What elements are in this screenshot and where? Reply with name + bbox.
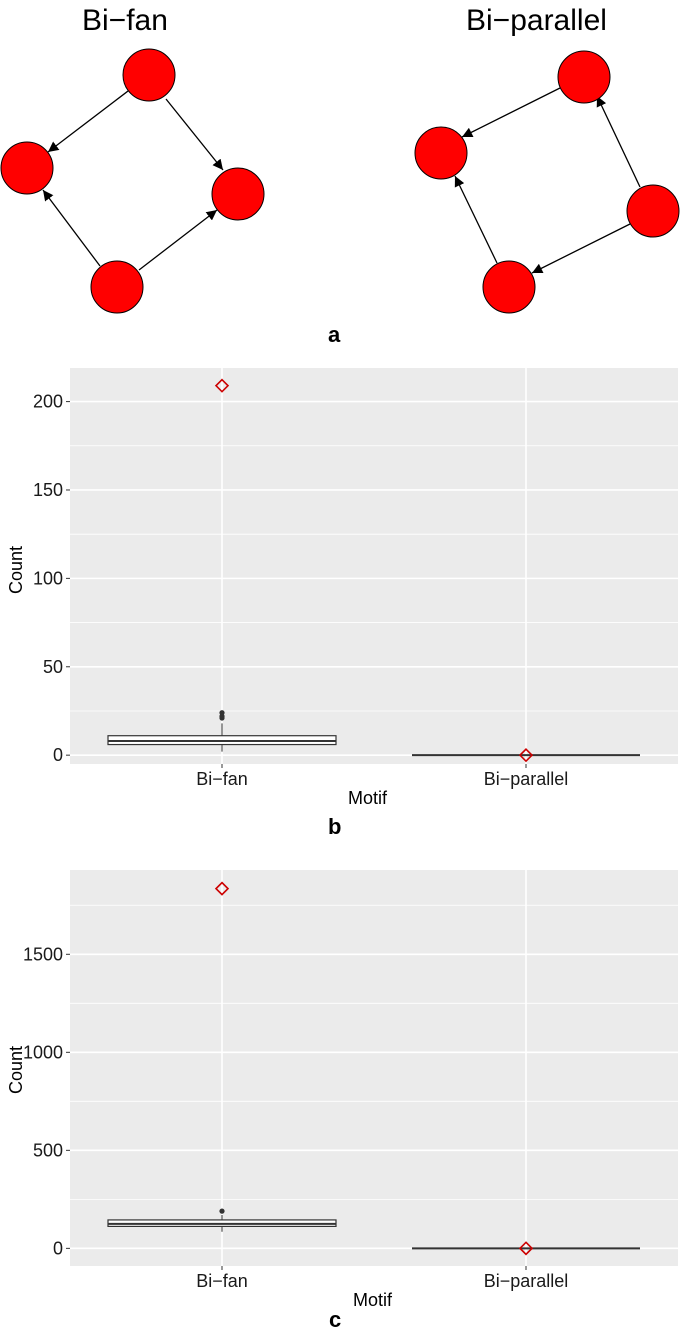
xaxis-title-c: Motif xyxy=(353,1290,393,1310)
biparallel-node-top xyxy=(557,50,611,104)
biparallel-title: Bi−parallel xyxy=(466,4,607,37)
boxplot-chart-b: 0 50 100 150 200 Bi−fan Bi−parallel xyxy=(33,368,678,789)
y-tick-label: 200 xyxy=(33,392,63,412)
y-tick-label: 100 xyxy=(33,568,63,588)
x-tick-label: Bi−fan xyxy=(196,1271,248,1291)
observed-count-marker xyxy=(518,1241,534,1256)
panel-label-c: c xyxy=(329,1307,342,1332)
observed-count-marker xyxy=(214,881,230,896)
bifan-edge-bottom-left xyxy=(42,189,101,267)
x-tick-label: Bi−parallel xyxy=(484,1271,569,1291)
bifan-node-top xyxy=(122,48,176,102)
bifan-node-left xyxy=(0,141,54,195)
yaxis-title-b: Count xyxy=(6,545,26,594)
bifan-edge-top-right xyxy=(165,98,224,171)
observed-count-marker xyxy=(518,748,534,763)
biparallel-node-left xyxy=(414,126,468,180)
yaxis-title-c: Count xyxy=(6,1045,26,1094)
observed-count-marker xyxy=(214,378,230,393)
panel-label-a: a xyxy=(328,322,341,347)
y-tick-label: 0 xyxy=(53,745,63,765)
y-tick-label: 1500 xyxy=(23,944,63,964)
biparallel-node-right xyxy=(626,184,680,238)
bifan-edge-bottom-right xyxy=(138,209,218,271)
y-tick-label: 150 xyxy=(33,480,63,500)
boxplot-chart-c: 0 500 1000 1500 Bi−fan Bi−parallel xyxy=(23,870,678,1291)
plot-panel xyxy=(70,870,678,1266)
bifan-edge-top-left xyxy=(47,90,129,153)
bifan-title: Bi−fan xyxy=(82,4,168,37)
biparallel-edge-4 xyxy=(531,223,631,274)
y-tick-label: 1000 xyxy=(23,1042,63,1062)
outlier-point xyxy=(219,710,225,716)
bifan-node-right xyxy=(211,167,265,221)
outlier-point xyxy=(219,1208,225,1214)
motif-diagrams xyxy=(0,48,680,314)
biparallel-node-bottom xyxy=(482,260,536,314)
plot-panel xyxy=(70,368,678,764)
y-tick-label: 50 xyxy=(43,657,63,677)
bifan-node-bottom xyxy=(90,260,144,314)
y-tick-label: 0 xyxy=(53,1238,63,1258)
x-tick-label: Bi−parallel xyxy=(484,769,569,789)
y-tick-label: 500 xyxy=(33,1140,63,1160)
biparallel-edge-3 xyxy=(454,175,498,264)
biparallel-edge-2 xyxy=(596,95,641,188)
panel-label-b: b xyxy=(328,814,342,839)
xaxis-title-b: Motif xyxy=(348,788,388,808)
biparallel-edge-1 xyxy=(461,87,561,138)
x-tick-label: Bi−fan xyxy=(196,769,248,789)
